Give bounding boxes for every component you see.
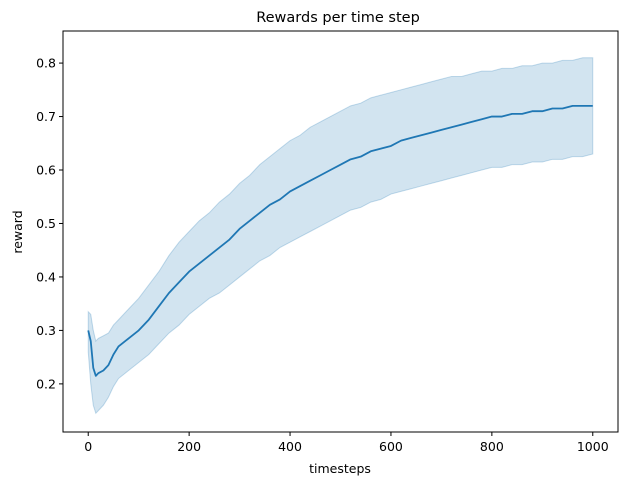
axes-frame	[62, 30, 619, 433]
series-line-0	[87, 104, 593, 377]
x-tick-label: 1000	[577, 439, 609, 454]
chart-title: Rewards per time step	[256, 10, 420, 26]
y-tick-label: 0.7	[36, 109, 56, 124]
y-tick-label: 0.5	[36, 216, 56, 231]
confidence-band-0	[87, 57, 594, 415]
x-tick-label: 200	[177, 439, 201, 454]
plot-area	[87, 57, 594, 415]
x-axis-label: timesteps	[309, 461, 371, 476]
x-tick-label: 400	[278, 439, 302, 454]
y-tick-label: 0.6	[36, 163, 56, 178]
axis-ticks: 0 200 400 600 800 1000 0.2 0.3 0.4 0.5 0.6 0.7 0.8	[36, 56, 609, 454]
x-tick-label: 800	[480, 439, 504, 454]
y-tick-label: 0.3	[36, 323, 56, 338]
y-tick-label: 0.8	[36, 56, 56, 71]
y-tick-label: 0.4	[36, 269, 56, 284]
x-tick-label: 0	[84, 439, 92, 454]
y-tick-label: 0.2	[36, 376, 56, 391]
y-axis-label: reward	[10, 210, 25, 253]
x-tick-label: 600	[379, 439, 403, 454]
